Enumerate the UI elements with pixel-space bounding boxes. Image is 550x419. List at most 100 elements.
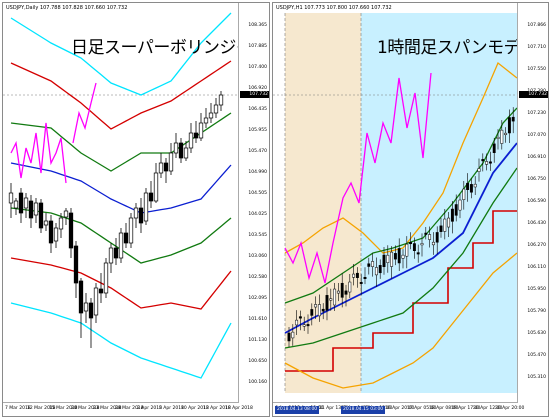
daily-candle-body: [153, 172, 159, 202]
hourly-candle-body: [378, 265, 382, 274]
hourly-candle-body: [454, 204, 458, 216]
hourly-candle-body: [481, 159, 485, 162]
hourly-candle-body: [477, 168, 481, 172]
hourly-time-axis-tick-label: 11 Apr 13:00: [319, 406, 349, 411]
hourly-candle-body: [386, 254, 390, 263]
hourly-candle-body: [401, 254, 405, 259]
daily-candle-body: [93, 287, 99, 316]
hourly-price-axis-tick-label: 107.710: [527, 45, 546, 50]
daily-price-axis-tick-label: 100.650: [248, 359, 267, 364]
daily-candle-body: [98, 288, 104, 294]
hourly-candle-body: [306, 324, 310, 327]
daily-candle-body: [108, 247, 114, 264]
daily-price-axis-tick-label: 107.400: [248, 65, 267, 70]
hourly-candle-body: [344, 290, 348, 295]
hourly-candle-body: [298, 316, 302, 319]
hourly-candle-body: [504, 132, 508, 136]
hourly-candle-body: [416, 252, 420, 255]
hourly-candle-body: [295, 319, 299, 326]
hourly-candle-body: [340, 282, 344, 298]
hourly-candle-body: [450, 208, 454, 222]
hourly-candle-body: [363, 276, 367, 279]
hourly-candle-body: [397, 248, 401, 264]
hourly-candle-body: [287, 332, 291, 342]
hourly-candle-body: [405, 243, 409, 257]
hourly-candle-body: [511, 116, 515, 122]
daily-candle-body: [68, 212, 74, 249]
daily-candle-body: [163, 162, 169, 172]
hourly-candle-body: [329, 298, 333, 301]
hourly-candle-body: [325, 295, 329, 311]
hourly-candle-body: [371, 261, 375, 267]
hourly-candle-body: [500, 129, 504, 144]
daily-candle-body: [213, 104, 219, 114]
hourly-candle-body: [435, 232, 439, 243]
hourly-candle-body: [447, 217, 451, 228]
hourly-candle-body: [496, 136, 500, 139]
hourly-span-past-zone: [285, 13, 361, 393]
daily-candle-body: [128, 217, 134, 244]
daily-candle-body: [43, 220, 49, 226]
daily-candle-body: [53, 227, 59, 242]
hourly-price-axis-tick-label: 106.270: [527, 243, 546, 248]
hourly-candle-body: [333, 288, 337, 306]
daily-price-axis-tick-label: 105.470: [248, 149, 267, 154]
daily-super-bollinger-chart[interactable]: USDJPY,Daily 107.788 107.828 107.660 107…: [2, 2, 270, 417]
hourly-candle-body: [302, 324, 306, 327]
hourly-price-axis-tick-label: 107.070: [527, 133, 546, 138]
hourly-time-axis-tick-label: 20 Apr 12:00: [473, 406, 503, 411]
daily-price-axis-tick-label: 102.580: [248, 275, 267, 280]
daily-candle-body: [143, 192, 149, 222]
daily-time-axis-tick-label: 10 Apr 2018: [181, 406, 209, 411]
daily-current-price-label: 107.732: [240, 91, 269, 98]
daily-price-axis-tick-label: 106.920: [248, 86, 267, 91]
daily-time-axis-tick-label: 20 Mar 2018: [71, 406, 100, 411]
daily-candle-body: [173, 142, 179, 154]
hourly-candle-body: [507, 117, 511, 134]
hourly-red-span-line: [285, 210, 517, 372]
hourly-lagging-span: [284, 72, 432, 284]
daily-price-axis-tick-label: 103.545: [248, 233, 267, 238]
daily-time-axis-tick-label: 5 Apr 2018: [159, 406, 184, 411]
daily-price-axis-tick-label: 108.365: [248, 23, 267, 28]
hourly-chart-info-line: USDJPY,H1 107.773 107.800 107.660 107.73…: [276, 5, 392, 11]
hourly-price-axis-tick-label: 107.230: [527, 111, 546, 116]
hourly-price-axis[interactable]: 107.866107.710107.550107.390107.230107.0…: [517, 3, 548, 403]
daily-candle-body: [8, 192, 14, 204]
hourly-candle-body: [469, 184, 473, 193]
hourly-scroll-date-right[interactable]: 2018.04.15 03:00: [341, 406, 386, 414]
daily-price-axis-tick-label: 104.990: [248, 170, 267, 175]
daily-candle-body: [178, 142, 184, 159]
hourly-time-axis-tick-label: 20 Apr 20:00: [495, 406, 525, 411]
hourly-scroll-date-left[interactable]: 2018.04.13 08:00: [275, 406, 320, 414]
hourly-span-cloud-zone: [361, 13, 517, 393]
daily-midline-sma: [10, 162, 232, 214]
hourly-candle-body: [291, 331, 295, 339]
hourly-candle-body: [317, 304, 321, 317]
hourly-candle-body: [431, 241, 435, 246]
daily-candle-body: [83, 302, 89, 312]
daily-candle-body: [158, 162, 164, 174]
daily-time-axis[interactable]: 7 Mar 2018 12 Mar 2018 15 Mar 2018 20 Mar 2…: [3, 402, 253, 416]
hourly-span-model-chart[interactable]: USDJPY,H1 107.773 107.800 107.660 107.73…: [272, 2, 549, 417]
hourly-candle-body: [374, 267, 378, 276]
hourly-price-axis-tick-label: 106.910: [527, 155, 546, 160]
hourly-candle-body: [443, 218, 447, 232]
hourly-candle-body: [458, 199, 462, 211]
hourly-green-lower-band: [284, 167, 518, 349]
daily-candle-body: [203, 117, 209, 124]
hourly-candle-body: [488, 161, 492, 164]
hourly-candle-body: [473, 183, 477, 188]
daily-candle-body: [48, 220, 54, 244]
daily-price-axis[interactable]: 108.365 107.885 107.400 106.920 106.435 105.9…: [238, 3, 269, 403]
daily-candle-body: [193, 132, 199, 139]
daily-price-axis-tick-label: 101.610: [248, 317, 267, 322]
hourly-chart-title: 1時間足スパンモデル: [377, 38, 537, 58]
daily-chart-title: 日足スーパーボリンジャー: [71, 38, 268, 58]
daily-candle-body: [188, 132, 194, 149]
hourly-candle-body: [485, 161, 489, 165]
hourly-candle-body: [348, 281, 352, 293]
daily-time-axis-tick-label: 2 Apr 2018: [137, 406, 162, 411]
daily-time-axis-tick-label: 28 Mar 2018: [115, 406, 144, 411]
hourly-price-axis-tick-label: 106.590: [527, 199, 546, 204]
